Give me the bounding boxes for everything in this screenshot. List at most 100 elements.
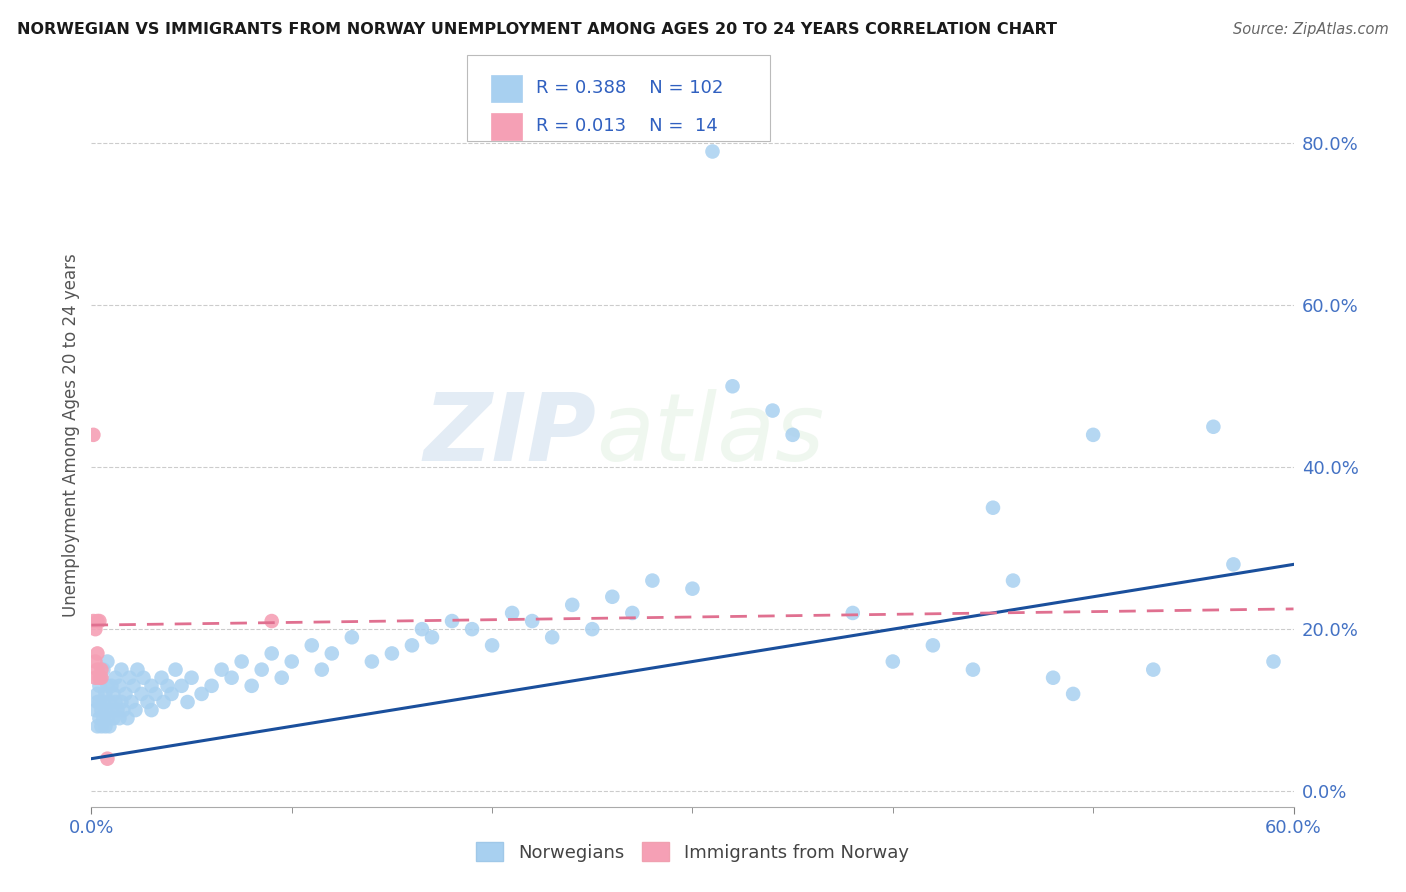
Point xyxy=(84,622,107,636)
Y-axis label: Unemployment Among Ages 20 to 24 years: Unemployment Among Ages 20 to 24 years xyxy=(62,253,80,616)
Point xyxy=(93,663,115,677)
Point xyxy=(122,679,145,693)
Point xyxy=(541,630,564,644)
Point xyxy=(100,679,122,693)
Point xyxy=(281,655,304,669)
Point xyxy=(141,703,163,717)
Point xyxy=(90,671,112,685)
Point xyxy=(176,695,198,709)
Point xyxy=(170,679,193,693)
Point xyxy=(522,614,544,628)
Point xyxy=(481,638,503,652)
Text: ZIP: ZIP xyxy=(423,389,596,481)
Point xyxy=(98,719,121,733)
Point xyxy=(124,703,146,717)
Point xyxy=(98,695,121,709)
Point xyxy=(152,695,174,709)
Text: NORWEGIAN VS IMMIGRANTS FROM NORWAY UNEMPLOYMENT AMONG AGES 20 TO 24 YEARS CORRE: NORWEGIAN VS IMMIGRANTS FROM NORWAY UNEM… xyxy=(17,22,1057,37)
Point xyxy=(132,671,155,685)
Point xyxy=(104,695,127,709)
Point xyxy=(103,687,125,701)
Point xyxy=(96,655,118,669)
Point xyxy=(702,145,724,159)
Point xyxy=(90,663,112,677)
Point xyxy=(96,752,118,766)
Point xyxy=(1001,574,1024,588)
Point xyxy=(89,695,111,709)
Point xyxy=(981,500,1004,515)
Point xyxy=(86,719,108,733)
Point xyxy=(156,679,179,693)
Point xyxy=(301,638,323,652)
Point xyxy=(621,606,644,620)
Point xyxy=(340,630,363,644)
Point xyxy=(190,687,212,701)
Point xyxy=(89,614,111,628)
Point xyxy=(84,703,107,717)
Point xyxy=(1062,687,1084,701)
Point xyxy=(240,679,263,693)
Point xyxy=(561,598,583,612)
Point xyxy=(110,663,132,677)
Point xyxy=(1222,558,1244,572)
Point xyxy=(93,711,115,725)
Point xyxy=(86,687,108,701)
Point xyxy=(82,428,104,442)
Point xyxy=(420,630,443,644)
Point xyxy=(602,590,624,604)
Point xyxy=(108,679,131,693)
Point xyxy=(90,703,112,717)
Point xyxy=(90,719,112,733)
Point xyxy=(1202,419,1225,434)
Point xyxy=(461,622,484,636)
Point xyxy=(117,711,139,725)
Point xyxy=(360,655,382,669)
Point xyxy=(94,719,117,733)
Point xyxy=(641,574,664,588)
Text: R = 0.388    N = 102: R = 0.388 N = 102 xyxy=(536,79,723,97)
Point xyxy=(681,582,703,596)
Text: R = 0.013    N =  14: R = 0.013 N = 14 xyxy=(536,117,717,136)
Point xyxy=(201,679,224,693)
Point xyxy=(86,663,108,677)
Point xyxy=(321,647,343,661)
Point xyxy=(145,687,167,701)
Point xyxy=(107,703,129,717)
Point xyxy=(440,614,463,628)
Point xyxy=(112,703,135,717)
Point xyxy=(962,663,984,677)
Point xyxy=(131,687,153,701)
Point xyxy=(82,614,104,628)
Point xyxy=(86,614,108,628)
Point xyxy=(762,403,785,417)
Point xyxy=(922,638,945,652)
Point xyxy=(114,687,136,701)
Point xyxy=(1142,663,1164,677)
Point xyxy=(94,687,117,701)
Point xyxy=(841,606,863,620)
Point xyxy=(103,711,125,725)
Point xyxy=(581,622,603,636)
Point xyxy=(104,671,127,685)
Point xyxy=(89,679,111,693)
Point xyxy=(501,606,523,620)
Point xyxy=(118,671,141,685)
Point xyxy=(90,671,112,685)
Point xyxy=(100,703,122,717)
Point xyxy=(108,711,131,725)
Point xyxy=(1263,655,1285,669)
Point xyxy=(250,663,273,677)
Point xyxy=(882,655,904,669)
Point xyxy=(411,622,433,636)
Point xyxy=(311,663,333,677)
Text: atlas: atlas xyxy=(596,389,824,481)
Text: Source: ZipAtlas.com: Source: ZipAtlas.com xyxy=(1233,22,1389,37)
Point xyxy=(86,647,108,661)
Point xyxy=(165,663,187,677)
Point xyxy=(84,671,107,685)
Point xyxy=(89,711,111,725)
Point xyxy=(782,428,804,442)
Point xyxy=(211,663,233,677)
Point xyxy=(401,638,423,652)
Point xyxy=(94,703,117,717)
